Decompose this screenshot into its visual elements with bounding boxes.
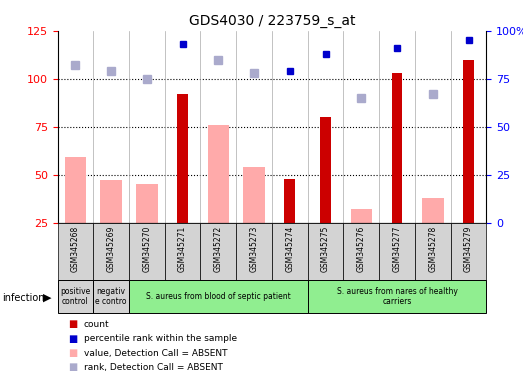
Bar: [308, 223, 344, 280]
Bar: [285, 179, 295, 223]
Text: ■: ■: [68, 362, 77, 372]
Text: GSM345279: GSM345279: [464, 225, 473, 272]
Bar: [129, 280, 308, 313]
Text: value, Detection Call = ABSENT: value, Detection Call = ABSENT: [84, 349, 227, 358]
Bar: [165, 223, 200, 280]
Bar: [272, 223, 308, 280]
Bar: [236, 223, 272, 280]
Bar: [344, 223, 379, 280]
Bar: [451, 223, 486, 280]
Bar: [463, 60, 474, 223]
Text: positive
control: positive control: [60, 287, 90, 306]
Text: GSM345271: GSM345271: [178, 225, 187, 272]
Bar: [100, 180, 122, 223]
Bar: [415, 223, 451, 280]
Text: S. aureus from blood of septic patient: S. aureus from blood of septic patient: [146, 292, 291, 301]
Bar: [136, 184, 157, 223]
Bar: [422, 198, 444, 223]
Text: rank, Detection Call = ABSENT: rank, Detection Call = ABSENT: [84, 363, 223, 372]
Text: GSM345272: GSM345272: [214, 225, 223, 272]
Text: GSM345270: GSM345270: [142, 225, 151, 272]
Bar: [392, 73, 402, 223]
Text: GSM345278: GSM345278: [428, 225, 437, 272]
Text: negativ
e contro: negativ e contro: [95, 287, 127, 306]
Bar: [177, 94, 188, 223]
Bar: [243, 167, 265, 223]
Text: ▶: ▶: [43, 293, 51, 303]
Text: GSM345268: GSM345268: [71, 225, 80, 272]
Text: ■: ■: [68, 319, 77, 329]
Bar: [200, 223, 236, 280]
Text: GSM345275: GSM345275: [321, 225, 330, 272]
Text: S. aureus from nares of healthy
carriers: S. aureus from nares of healthy carriers: [337, 287, 458, 306]
Bar: [308, 280, 486, 313]
Text: infection: infection: [3, 293, 45, 303]
Title: GDS4030 / 223759_s_at: GDS4030 / 223759_s_at: [189, 14, 355, 28]
Text: GSM345274: GSM345274: [286, 225, 294, 272]
Bar: [129, 223, 165, 280]
Bar: [93, 280, 129, 313]
Bar: [65, 157, 86, 223]
Text: count: count: [84, 320, 109, 329]
Text: ■: ■: [68, 334, 77, 344]
Text: GSM345269: GSM345269: [107, 225, 116, 272]
Text: GSM345273: GSM345273: [249, 225, 258, 272]
Bar: [320, 117, 331, 223]
Text: GSM345276: GSM345276: [357, 225, 366, 272]
Text: GSM345277: GSM345277: [393, 225, 402, 272]
Text: percentile rank within the sample: percentile rank within the sample: [84, 334, 237, 343]
Bar: [58, 223, 93, 280]
Bar: [350, 209, 372, 223]
Text: ■: ■: [68, 348, 77, 358]
Bar: [93, 223, 129, 280]
Bar: [379, 223, 415, 280]
Bar: [58, 280, 93, 313]
Bar: [208, 125, 229, 223]
